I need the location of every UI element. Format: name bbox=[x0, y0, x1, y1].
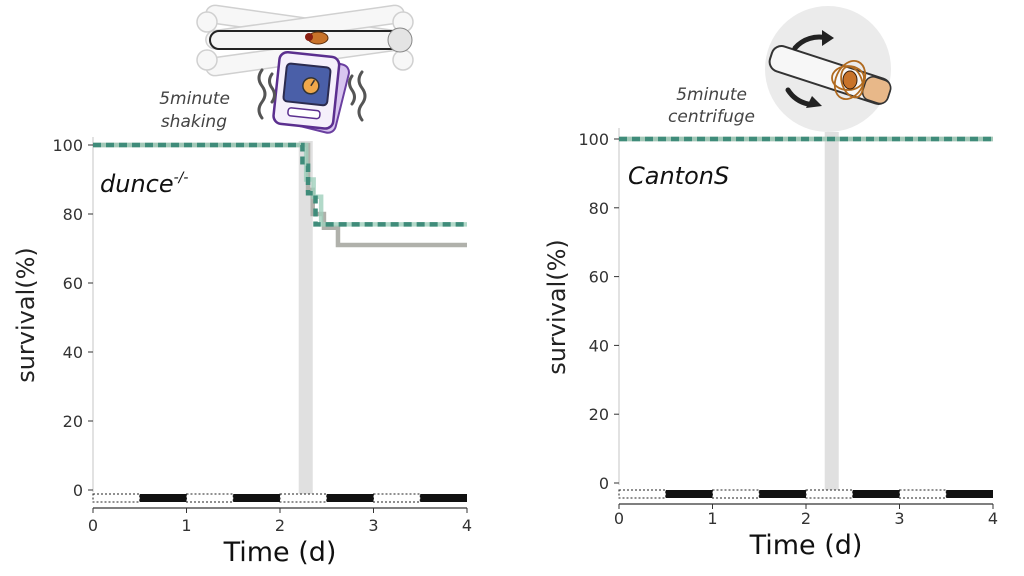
right-y-tick-label: 0 bbox=[599, 474, 609, 493]
right-dark-phase bbox=[946, 490, 993, 498]
right-dark-phase bbox=[759, 490, 806, 498]
right-dark-phase bbox=[665, 490, 713, 498]
left-light-phase bbox=[186, 493, 234, 503]
left-dark-phase bbox=[139, 494, 187, 502]
left-y-tick-label: 0 bbox=[73, 481, 83, 500]
right-x-tick-label: 3 bbox=[894, 509, 904, 528]
right-axes: 0 20 40 60 80 100 0 1 2 3 4 bbox=[578, 128, 998, 528]
right-genotype-label: CantonS bbox=[628, 162, 729, 190]
left-y-tick-label: 100 bbox=[52, 136, 83, 155]
right-light-phase bbox=[805, 489, 854, 499]
left-treatment-label-line2: shaking bbox=[161, 112, 227, 132]
right-xlabel: Time (d) bbox=[749, 530, 863, 561]
right-x-tick-label: 4 bbox=[988, 509, 998, 528]
right-x-tick-label: 0 bbox=[614, 509, 624, 528]
right-ylabel: survival(%) bbox=[543, 239, 571, 375]
left-treatment-band-layer bbox=[298, 141, 313, 494]
left-light-phase bbox=[373, 493, 421, 503]
left-x-tick-label: 2 bbox=[275, 516, 285, 535]
left-xlabel: Time (d) bbox=[223, 537, 337, 568]
right-treatment-label-line1: 5minute bbox=[676, 85, 747, 105]
left-x-tick-label: 4 bbox=[462, 516, 472, 535]
left-light-phase bbox=[92, 493, 141, 503]
left-treatment-label-line1: 5minute bbox=[159, 89, 230, 109]
right-treatment-window bbox=[824, 132, 839, 490]
right-light-phase bbox=[899, 489, 947, 499]
right-x-tick-label: 1 bbox=[707, 509, 717, 528]
left-x-tick-label: 1 bbox=[181, 516, 191, 535]
right-treatment-band-layer bbox=[824, 132, 839, 490]
left-treatment-window bbox=[298, 141, 313, 494]
left-light-phase bbox=[279, 493, 328, 503]
left-y-tick-label: 80 bbox=[63, 205, 83, 224]
left-y-tick-label: 40 bbox=[63, 343, 83, 362]
left-dark-phase bbox=[233, 494, 280, 502]
left-y-tick-label: 20 bbox=[63, 412, 83, 431]
left-x-tick-label: 3 bbox=[368, 516, 378, 535]
right-y-tick-label: 60 bbox=[589, 268, 609, 287]
left-dark-phase bbox=[326, 494, 374, 502]
left-series-light-green-solid bbox=[93, 142, 467, 227]
fly-shaker-device-icon bbox=[196, 4, 414, 134]
left-series-layer bbox=[93, 142, 467, 248]
right-panel: 0 20 40 60 80 100 0 1 2 3 4 CantonS survival(%) Ti… bbox=[543, 6, 998, 561]
left-axes: 0 20 40 60 80 100 0 1 2 3 4 bbox=[52, 136, 472, 535]
centrifuge-tube-icon bbox=[765, 6, 892, 132]
right-light-phase bbox=[712, 489, 760, 499]
left-y-tick-label: 60 bbox=[63, 274, 83, 293]
right-y-tick-label: 40 bbox=[589, 336, 609, 355]
right-treatment-label-line2: centrifuge bbox=[668, 107, 755, 127]
left-genotype-label: dunce-/- bbox=[100, 170, 188, 198]
left-dark-phase bbox=[420, 494, 467, 502]
right-y-tick-label: 20 bbox=[589, 405, 609, 424]
left-series-teal-dashed bbox=[93, 142, 467, 227]
right-dark-phase bbox=[852, 490, 900, 498]
left-x-tick-label: 0 bbox=[88, 516, 98, 535]
left-ylabel: survival(%) bbox=[12, 247, 40, 383]
right-x-tick-label: 2 bbox=[801, 509, 811, 528]
right-y-tick-label: 100 bbox=[578, 130, 609, 149]
right-light-phase bbox=[618, 489, 667, 499]
left-panel: 0 20 40 60 80 100 0 1 2 3 4 dunce-/- survival(%) T… bbox=[12, 4, 472, 568]
right-y-tick-label: 80 bbox=[589, 199, 609, 218]
right-light-dark-bar bbox=[618, 489, 993, 499]
left-light-dark-bar bbox=[92, 493, 467, 503]
